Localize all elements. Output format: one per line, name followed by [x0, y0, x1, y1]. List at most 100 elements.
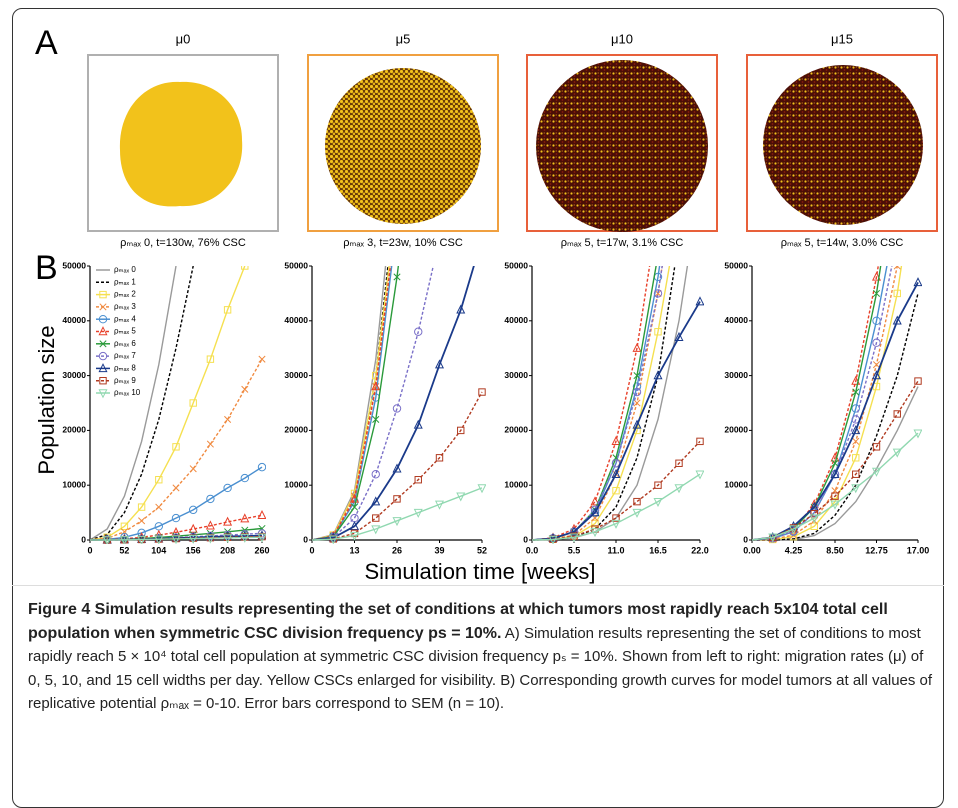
- data-point: [590, 507, 600, 517]
- y-tick-label: 50000: [724, 260, 748, 270]
- y-tick-label: 50000: [284, 260, 308, 270]
- data-point: [349, 520, 360, 530]
- legend-label: ρₘₐₓ 8: [114, 364, 136, 373]
- plot-area: [89, 266, 266, 544]
- tumor-image: [536, 60, 708, 232]
- y-tick-label: 50000: [504, 260, 528, 270]
- data-point: [241, 266, 249, 270]
- data-point: [913, 277, 922, 287]
- data-point: [223, 516, 233, 526]
- series-line: [751, 432, 919, 541]
- y-tick-label: 0: [303, 534, 308, 544]
- data-point: [154, 535, 164, 544]
- legend-label: ρₘₐₓ 0: [114, 265, 136, 274]
- data-point: [872, 361, 881, 369]
- data-point: [393, 273, 401, 281]
- series-line: [751, 266, 893, 541]
- data-point: [851, 404, 860, 413]
- data-point: [241, 385, 249, 393]
- image-caption: ρₘₐₓ 3, t=23w, 10% CSC: [343, 237, 463, 249]
- data-point: [695, 470, 704, 480]
- data-point: [392, 517, 402, 527]
- x-tick-label: 0: [309, 545, 314, 555]
- tumor-image: [763, 65, 923, 225]
- data-point: [371, 525, 381, 535]
- data-point: [590, 528, 600, 538]
- data-point: [632, 419, 642, 429]
- data-point: [223, 483, 232, 493]
- data-point: [119, 536, 129, 544]
- data-point: [590, 496, 600, 506]
- figure-caption: Figure 4 Simulation results representing…: [28, 598, 934, 716]
- data-point: [349, 531, 360, 541]
- data-point: [350, 503, 359, 511]
- series-line: [89, 358, 263, 541]
- y-tick-label: 10000: [62, 479, 86, 489]
- data-point: [655, 252, 661, 258]
- plot-area: [751, 266, 922, 544]
- data-point: [206, 440, 214, 448]
- y-tick-label: 20000: [504, 425, 528, 435]
- y-tick-label: 30000: [724, 370, 748, 380]
- x-tick-label: 17.00: [907, 545, 930, 555]
- data-point: [768, 533, 778, 543]
- x-tick-label: 5.5: [568, 545, 581, 555]
- legend-label: ρₘₐₓ 6: [114, 339, 136, 348]
- data-point: [892, 315, 902, 325]
- x-tick-label: 260: [254, 545, 269, 555]
- data-point: [435, 454, 444, 462]
- data-point: [632, 508, 642, 518]
- x-tick-label: 0.00: [743, 545, 761, 555]
- data-point: [871, 467, 882, 477]
- data-point: [102, 536, 112, 544]
- x-tick-label: 52: [119, 545, 129, 555]
- series-line: [531, 473, 701, 541]
- separator: [12, 585, 944, 586]
- series-line: [751, 281, 919, 541]
- series-line: [751, 266, 879, 541]
- y-tick-label: 30000: [62, 370, 86, 380]
- data-point: [611, 519, 621, 529]
- x-tick-label: 8.50: [826, 545, 844, 555]
- data-point: [206, 355, 215, 363]
- panel-label: B: [35, 249, 58, 287]
- data-point: [852, 454, 860, 462]
- data-point: [188, 534, 198, 544]
- data-point: [872, 443, 881, 451]
- data-point: [478, 388, 486, 396]
- data-point: [653, 497, 663, 507]
- legend-label: ρₘₐₓ 3: [114, 302, 136, 311]
- data-point: [258, 355, 266, 363]
- data-point: [206, 494, 215, 504]
- data-point: [851, 425, 861, 435]
- image-title: μ0: [176, 31, 191, 46]
- y-tick-label: 20000: [724, 425, 748, 435]
- y-tick-label: 40000: [62, 315, 86, 325]
- series-line: [311, 266, 390, 541]
- data-point: [674, 484, 684, 494]
- legend-label: ρₘₐₓ 7: [114, 351, 136, 360]
- data-point: [189, 465, 197, 473]
- data-point: [223, 531, 233, 541]
- plot-area: [531, 252, 704, 544]
- data-point: [372, 415, 380, 423]
- x-tick-label: 4.25: [785, 545, 803, 555]
- image-caption: ρₘₐₓ 5, t=14w, 3.0% CSC: [781, 237, 904, 249]
- data-point: [893, 289, 901, 298]
- data-point: [257, 462, 266, 472]
- series-line: [531, 266, 663, 541]
- data-point: [477, 484, 486, 494]
- series-line: [89, 266, 246, 541]
- legend-label: ρₘₐₓ 2: [114, 290, 136, 299]
- data-point: [205, 520, 215, 530]
- tumor-image: [119, 81, 243, 207]
- legend-label: ρₘₐₓ 4: [114, 314, 136, 323]
- data-point: [434, 500, 445, 510]
- data-point: [633, 399, 641, 407]
- data-point: [892, 448, 902, 458]
- x-tick-label: 11.0: [607, 545, 624, 555]
- data-point: [913, 429, 922, 439]
- panel-label: A: [35, 24, 58, 62]
- data-point: [810, 509, 818, 518]
- data-point: [872, 338, 881, 347]
